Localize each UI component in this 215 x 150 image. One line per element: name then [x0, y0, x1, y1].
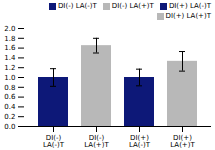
svg-text:1.0: 1.0: [4, 74, 15, 82]
svg-text:1.6: 1.6: [4, 44, 16, 52]
html-text:DI(+) LA(-)T: DI(+) LA(-)T: [168, 2, 211, 10]
svg-text:DI(+)LA(-)T: DI(+)LA(-)T: [129, 134, 151, 149]
svg-text:1.4: 1.4: [4, 54, 16, 62]
svg-text:DI(-)LA(+)T: DI(-)LA(+)T: [84, 134, 109, 149]
svg-text:2.0: 2.0: [4, 25, 15, 33]
svg-text:1.8: 1.8: [4, 35, 15, 43]
svg-text:0.8: 0.8: [4, 84, 15, 92]
svg-text:0.4: 0.4: [4, 103, 16, 111]
html-text:DI(+) LA(+)T: DI(+) LA(+)T: [165, 12, 211, 20]
html-text:DI(-) LA(+)T: DI(-) LA(+)T: [111, 2, 154, 10]
svg-text:0.2: 0.2: [4, 113, 15, 121]
html-text:DI(-) LA(-)T: DI(-) LA(-)T: [58, 2, 97, 10]
svg-text:0.0: 0.0: [4, 123, 15, 131]
svg-text:DI(-)LA(-)T: DI(-)LA(-)T: [43, 134, 65, 149]
svg-text:0.6: 0.6: [4, 93, 16, 101]
svg-text:DI(+)LA(+)T: DI(+)LA(+)T: [170, 134, 195, 149]
svg-text:1.2: 1.2: [4, 64, 15, 72]
